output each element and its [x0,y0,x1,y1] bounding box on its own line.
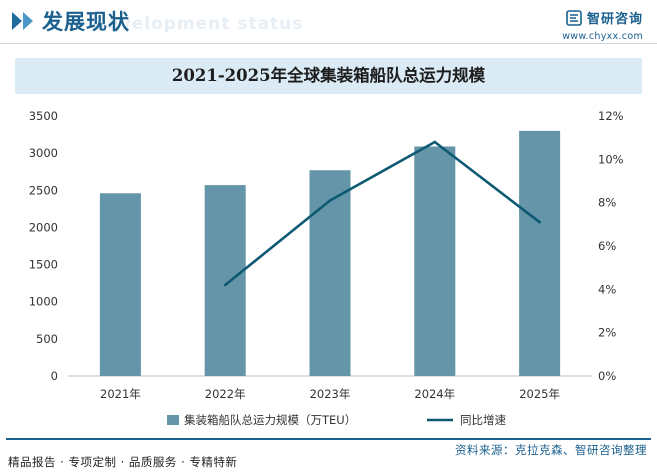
y-right-tick-label: 12% [598,109,624,123]
x-tick-label: 2023年 [310,387,351,401]
y-right-tick-label: 4% [598,282,616,296]
bar [519,130,561,376]
section-subtitle-watermark: Development status [92,14,304,34]
y-right-tick-label: 10% [598,152,624,166]
footer-slogan: 精品报告 · 专项定制 · 品质服务 · 专精特新 [8,455,238,469]
y-left-tick-label: 2000 [29,220,58,234]
bar [414,146,456,376]
growth-line [224,140,541,287]
chevron-right-icon [23,12,33,30]
brand-name: 智研咨询 [586,12,643,27]
y-right-tick-label: 6% [598,239,616,253]
growth-point [223,283,227,287]
chevron-right-icon [12,12,22,30]
x-tick-label: 2025年 [519,387,560,401]
y-left-tick-label: 500 [36,332,58,346]
bar [204,185,246,376]
legend-line-label: 同比增速 [460,413,506,427]
x-tick-label: 2022年 [205,387,246,401]
brand-logo-icon [566,9,582,26]
y-left-tick-label: 3000 [29,146,58,160]
header-divider [0,43,657,44]
footer-source: 资料来源：克拉克森、智研咨询整理 [455,443,647,457]
brand-url: www.chyxx.com [562,31,643,42]
chart-panel: 2021-2025年全球集装箱船队总运力规模 0 500 1000 1500 2000 2… [15,58,642,436]
bar [99,193,141,376]
y-left-tick-label: 1500 [29,258,58,272]
chart-canvas: 0 500 1000 1500 2000 2500 3000 3500 0% 2% 4% 6% 8% 10… [29,109,624,427]
y-right-tick-label: 8% [598,196,616,210]
x-tick-label: 2021年 [100,387,141,401]
chart-title-band [15,58,642,94]
chart-title: 2021-2025年全球集装箱船队总运力规模 [171,66,486,85]
growth-point [538,220,541,224]
legend-bar-label: 集装箱船队总运力规模（万TEU） [184,413,356,427]
section-title: 发展现状 [42,9,130,34]
legend-bar-swatch [167,415,179,425]
growth-point [433,140,437,144]
y-left-tick-label: 1000 [29,295,58,309]
y-left-tick-label: 0 [51,369,58,383]
page-header: Development status 发展现状 智研咨询 www.chyxx.c… [0,0,657,44]
y-left-tick-label: 2500 [29,183,58,197]
y-right-tick-label: 2% [598,326,616,340]
footer-divider [6,438,651,440]
x-tick-label: 2024年 [414,387,455,401]
bar [309,170,351,376]
brand-block: 智研咨询 www.chyxx.com [562,8,643,42]
y-left-tick-label: 3500 [29,109,58,123]
growth-point [328,199,332,202]
page-footer: 精品报告 · 专项定制 · 品质服务 · 专精特新 资料来源：克拉克森、智研咨询… [0,438,657,473]
y-right-tick-label: 0% [598,369,616,383]
